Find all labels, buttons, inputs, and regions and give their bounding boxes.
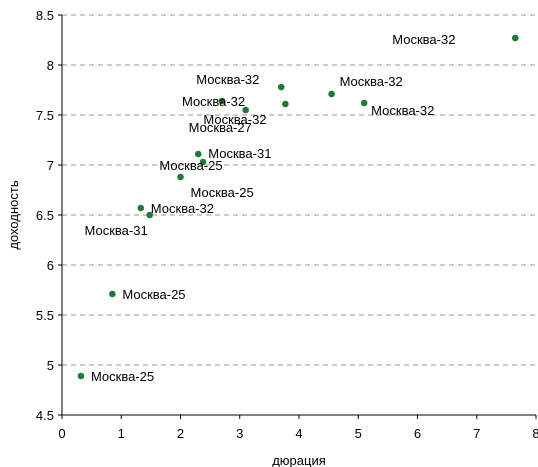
data-point — [218, 97, 226, 105]
y-tick-label: 7 — [47, 158, 54, 173]
x-tick-label: 1 — [118, 426, 125, 441]
point-label: Москва-31 — [85, 223, 148, 238]
point-label: Москва-32 — [371, 103, 434, 118]
grid-lines — [62, 14, 536, 366]
point-label: Москва-31 — [208, 146, 271, 161]
y-tick-label: 6.5 — [36, 208, 54, 223]
data-point — [199, 158, 207, 166]
y-tick-label: 4.5 — [36, 408, 54, 423]
x-tick-label: 8 — [532, 426, 538, 441]
x-tick-label: 3 — [236, 426, 243, 441]
data-point — [277, 83, 285, 91]
x-tick-label: 2 — [177, 426, 184, 441]
y-tick-label: 8.5 — [36, 8, 54, 23]
x-tick-label: 0 — [58, 426, 65, 441]
data-point — [146, 211, 153, 219]
point-label: Москва-32 — [392, 32, 455, 47]
y-axis-title: доходность — [6, 180, 21, 249]
x-tick-label: 6 — [414, 426, 421, 441]
point-labels: Москва-25Москва-25Москва-32Москва-31Моск… — [85, 32, 456, 384]
y-tick-label: 5.5 — [36, 308, 54, 323]
point-label: Москва-27 — [189, 120, 252, 135]
data-point — [109, 290, 116, 298]
point-label: Москва-32 — [196, 72, 259, 87]
y-tick-label: 7.5 — [36, 108, 54, 123]
point-label: Москва-32 — [340, 74, 403, 89]
x-tick-label: 4 — [295, 426, 302, 441]
data-point — [360, 99, 368, 107]
x-tick-label: 7 — [473, 426, 480, 441]
data-point — [328, 90, 335, 98]
y-tick-labels: 4.5 5 5.5 6 6.5 7 7.5 8 8.5 — [36, 8, 54, 423]
data-point — [177, 173, 184, 181]
point-label: Москва-32 — [151, 201, 214, 216]
data-points — [77, 34, 519, 380]
y-tick-label: 5 — [47, 358, 54, 373]
data-point — [194, 150, 202, 158]
data-point — [242, 106, 249, 114]
y-tick-label: 8 — [47, 58, 54, 73]
data-point — [77, 372, 85, 380]
data-point — [137, 204, 145, 212]
x-tick-labels: 0 1 2 3 4 5 6 7 8 — [58, 426, 538, 441]
point-label: Москва-25 — [122, 287, 185, 302]
point-label: Москва-25 — [191, 185, 254, 200]
point-label: Москва-32 — [203, 112, 266, 127]
axes — [58, 14, 537, 419]
x-axis-title: дюрация — [272, 453, 326, 467]
x-tick-label: 5 — [355, 426, 362, 441]
point-label: Москва-25 — [159, 158, 222, 173]
data-point — [511, 34, 519, 42]
point-label: Москва-25 — [91, 369, 154, 384]
point-label: Москва-32 — [182, 94, 245, 109]
data-point — [282, 100, 289, 108]
y-tick-label: 6 — [47, 258, 54, 273]
